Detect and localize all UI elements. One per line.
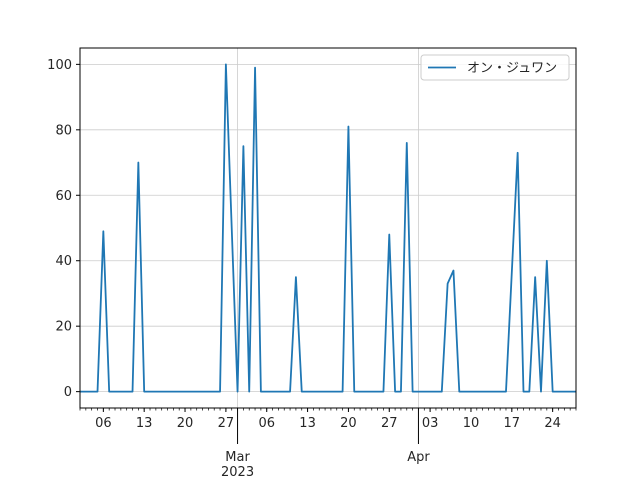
data-point (225, 63, 227, 65)
data-point (546, 260, 548, 262)
data-point (540, 391, 542, 393)
x-tick-label: 13 (299, 416, 316, 431)
data-point (219, 391, 221, 393)
x-tick-label: Apr (407, 450, 430, 465)
data-point (453, 270, 455, 272)
grid-lines (80, 48, 576, 408)
data-point (412, 391, 414, 393)
x-tick-label: 10 (463, 416, 480, 431)
x-tick-label: 06 (258, 416, 275, 431)
data-point (260, 391, 262, 393)
data-point (102, 230, 104, 232)
data-point (552, 391, 554, 393)
y-tick-label: 100 (47, 58, 72, 73)
data-point (383, 391, 385, 393)
data-point (132, 391, 134, 393)
legend: オン・ジュワン (420, 54, 570, 81)
y-tick-label: 60 (55, 189, 72, 204)
data-point (97, 391, 99, 393)
data-point (400, 391, 402, 393)
x-tick-label: 27 (218, 416, 235, 431)
series-line (80, 63, 576, 393)
x-tick-label: 24 (544, 416, 561, 431)
data-point (295, 276, 297, 278)
data-point (108, 391, 110, 393)
series-layer (80, 63, 576, 393)
data-point (143, 391, 145, 393)
y-tick-label: 80 (55, 123, 72, 138)
data-point (394, 391, 396, 393)
x-tick-label: Mar (225, 450, 250, 465)
x-tick-label: 17 (504, 416, 521, 431)
data-point (388, 234, 390, 236)
data-point (353, 391, 355, 393)
data-point (242, 145, 244, 147)
data-point (406, 142, 408, 144)
data-point (528, 391, 530, 393)
x-tick-label: 13 (136, 416, 153, 431)
data-point (447, 283, 449, 285)
y-tick-label: 0 (64, 385, 72, 400)
x-tick-year-label: 2023 (221, 465, 254, 480)
data-point (458, 391, 460, 393)
data-point (534, 276, 536, 278)
data-point (137, 162, 139, 164)
data-point (517, 152, 519, 154)
x-tick-label: 03 (422, 416, 439, 431)
x-tick-label: 27 (381, 416, 398, 431)
data-point (237, 391, 239, 393)
data-point (523, 391, 525, 393)
data-point (348, 126, 350, 128)
y-tick-label: 40 (55, 254, 72, 269)
x-tick-label: 20 (177, 416, 194, 431)
x-tick-label: 20 (340, 416, 357, 431)
legend-box (420, 54, 570, 81)
y-tick-label: 20 (55, 320, 72, 335)
data-point (441, 391, 443, 393)
data-point (505, 391, 507, 393)
data-point (301, 391, 303, 393)
data-point (342, 391, 344, 393)
data-point (254, 67, 256, 69)
plot-frame (79, 47, 577, 409)
data-point (289, 391, 291, 393)
x-tick-label: 06 (95, 416, 112, 431)
legend-label: オン・ジュワン (467, 61, 557, 76)
data-point (248, 391, 250, 393)
